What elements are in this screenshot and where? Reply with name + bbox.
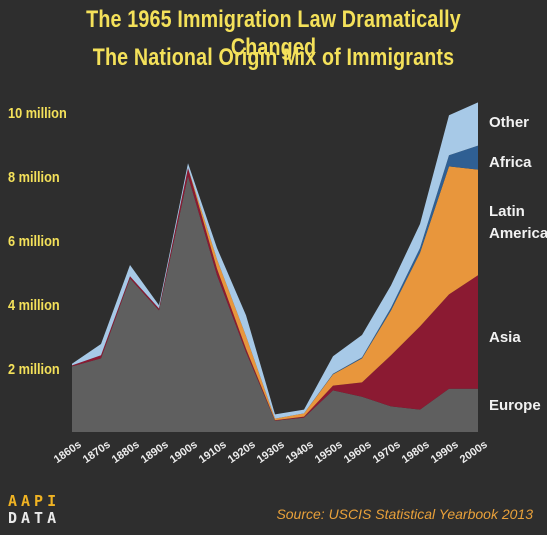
chart-title-line1: The 1965 Immigration Law Dramatically Ch… <box>86 6 461 61</box>
x-tick-label: 1990s <box>429 439 461 466</box>
source-note: Source: USCIS Statistical Yearbook 2013 <box>276 506 533 522</box>
area-europe <box>72 176 478 432</box>
legend-label: Other <box>489 114 529 131</box>
y-tick-label: 4 million <box>8 296 60 313</box>
x-tick-label: 1980s <box>400 439 432 466</box>
legend-label: Asia <box>489 329 521 346</box>
y-tick-label: 2 million <box>8 360 60 377</box>
x-tick-label: 1930s <box>255 439 287 466</box>
x-tick-label: 1870s <box>81 439 113 466</box>
x-tick-label: 1970s <box>371 439 403 466</box>
x-tick-label: 1940s <box>284 439 316 466</box>
x-tick-label: 1950s <box>313 439 345 466</box>
aapi-data-logo: AAPI DATA <box>8 493 60 527</box>
x-tick-label: 1910s <box>197 439 229 466</box>
legend-label: Latin America <box>489 203 547 242</box>
logo-line1: AAPI <box>8 492 61 510</box>
x-tick-label: 1860s <box>52 439 84 466</box>
x-tick-label: 1920s <box>226 439 258 466</box>
x-tick-label: 1900s <box>168 439 200 466</box>
x-tick-label: 1960s <box>342 439 374 466</box>
y-tick-label: 10 million <box>8 104 67 121</box>
legend-label: Europe <box>489 397 541 414</box>
legend-label: Africa <box>489 154 532 171</box>
area-asia <box>72 168 478 421</box>
x-tick-label: 2000s <box>458 439 490 466</box>
x-tick-label: 1880s <box>110 439 142 466</box>
x-tick-label: 1890s <box>139 439 171 466</box>
area-latin-america <box>72 166 478 421</box>
y-tick-label: 6 million <box>8 232 60 249</box>
chart-title-line2: The National Origin Mix of Immigrants <box>92 44 455 71</box>
logo-line2: DATA <box>8 509 61 527</box>
y-tick-label: 8 million <box>8 168 60 185</box>
